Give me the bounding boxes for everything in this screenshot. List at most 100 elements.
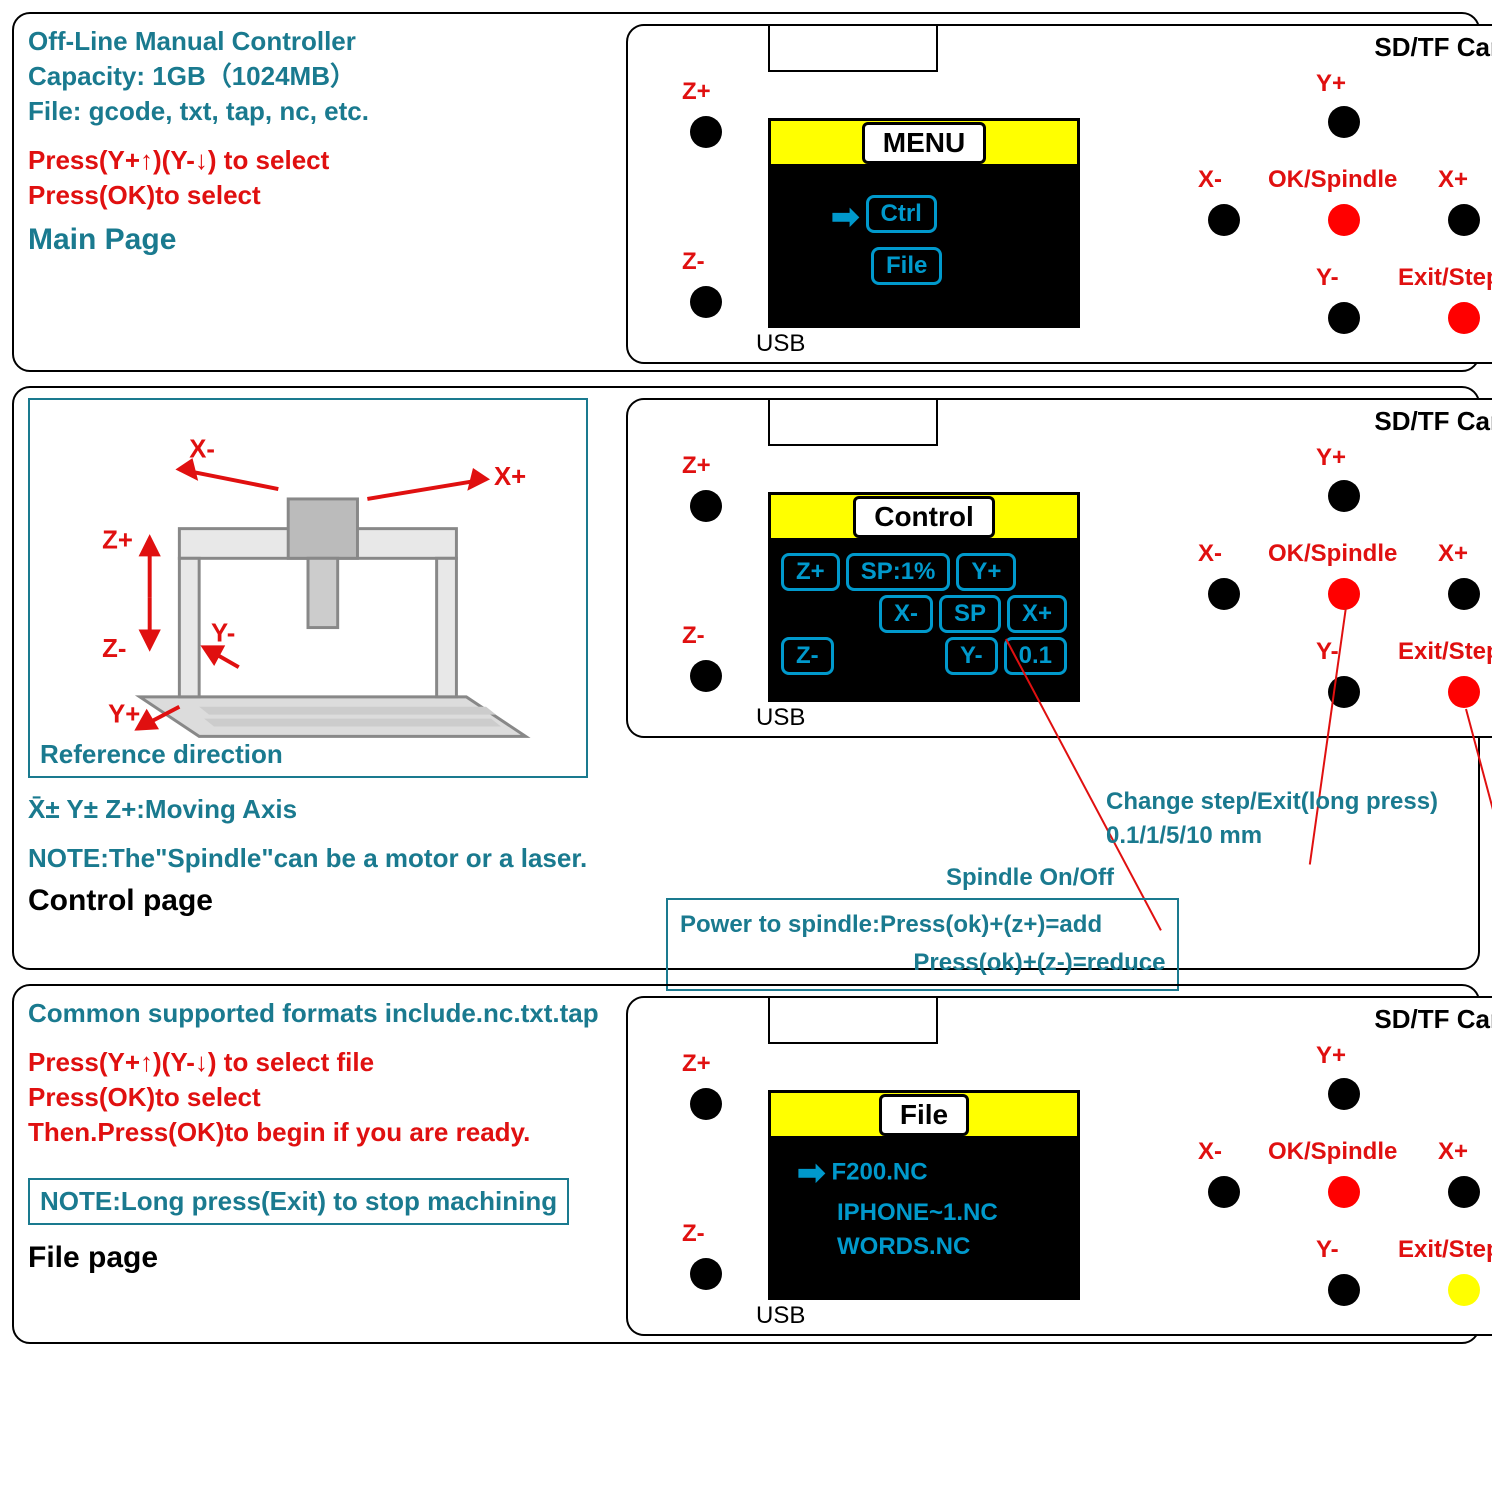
info-line: File: gcode, txt, tap, nc, etc. <box>28 94 608 129</box>
info-line: Capacity: 1GB（1024MB） <box>28 59 608 94</box>
anno-step: Change step/Exit(long press) <box>1106 788 1438 816</box>
svg-text:Y-: Y- <box>211 619 235 647</box>
controller-file: SD/TF Card USB File ➡F200.NC IPHONE~1.NC W… <box>626 996 1492 1336</box>
cnc-machine-illustration: X- X+ Z+ Z- Y- Y+ <box>30 400 586 776</box>
ok-button[interactable] <box>1328 578 1360 610</box>
usb-label: USB <box>756 1302 805 1330</box>
svg-text:X+: X+ <box>494 463 526 491</box>
lcd-title-text: MENU <box>862 122 986 164</box>
ctrl-cell[interactable]: SP <box>939 595 1001 633</box>
x-plus-label: X+ <box>1438 166 1468 194</box>
ok-button[interactable] <box>1328 204 1360 236</box>
info-line: Then.Press(OK)to begin if you are ready. <box>28 1115 608 1150</box>
exit-button[interactable] <box>1448 1274 1480 1306</box>
lcd-title-text: File <box>879 1094 969 1136</box>
sd-card-label: SD/TF Card <box>1374 1004 1492 1035</box>
info-line <box>28 129 608 143</box>
ctrl-cell[interactable]: Z- <box>781 637 834 675</box>
ctrl-cell[interactable]: Y- <box>945 637 998 675</box>
svg-text:Y+: Y+ <box>108 701 140 729</box>
y-minus-label: Y- <box>1316 638 1339 666</box>
sd-card-label: SD/TF Card <box>1374 32 1492 63</box>
main-page-info: Off-Line Manual ControllerCapacity: 1GB（… <box>28 24 608 257</box>
x-plus-label: X+ <box>1438 540 1468 568</box>
z-minus-button[interactable] <box>690 660 722 692</box>
file-page-info: Common supported formats include.nc.txt.… <box>28 996 608 1275</box>
y-minus-button[interactable] <box>1328 1274 1360 1306</box>
z-plus-button[interactable] <box>690 116 722 148</box>
y-plus-button[interactable] <box>1328 480 1360 512</box>
lcd-title-bar: Control <box>771 495 1077 541</box>
y-minus-label: Y- <box>1316 264 1339 292</box>
svg-text:Z+: Z+ <box>102 526 133 554</box>
file-item[interactable]: IPHONE~1.NC <box>797 1199 1067 1227</box>
z-minus-button[interactable] <box>690 286 722 318</box>
ctrl-cell[interactable]: Y+ <box>956 553 1016 591</box>
y-plus-label: Y+ <box>1316 1042 1346 1070</box>
x-plus-button[interactable] <box>1448 578 1480 610</box>
main-page-title: Main Page <box>28 223 608 257</box>
info-line <box>28 1031 608 1045</box>
exit-label: Exit/Step <box>1398 638 1492 666</box>
usb-label: USB <box>756 330 805 358</box>
y-plus-button[interactable] <box>1328 106 1360 138</box>
sd-card-label: SD/TF Card <box>1374 406 1492 437</box>
control-page-title: Control page <box>28 884 608 918</box>
lcd-control: Control Z+SP:1%Y+X-SPX+Z-Y-0.1 <box>768 492 1080 702</box>
file-page-panel: Common supported formats include.nc.txt.… <box>12 984 1480 1344</box>
info-line: Press(OK)to select <box>28 178 608 213</box>
z-minus-label: Z- <box>682 248 705 276</box>
ok-button[interactable] <box>1328 1176 1360 1208</box>
x-minus-button[interactable] <box>1208 1176 1240 1208</box>
file-page-note-box: NOTE:Long press(Exit) to stop machining <box>28 1178 569 1225</box>
z-plus-label: Z+ <box>682 452 711 480</box>
x-plus-button[interactable] <box>1448 1176 1480 1208</box>
z-plus-button[interactable] <box>690 490 722 522</box>
lcd-main: MENU ➡Ctrl File <box>768 118 1080 328</box>
selection-arrow-icon: ➡ <box>797 1153 826 1193</box>
ctrl-cell[interactable]: SP:1% <box>846 553 951 591</box>
x-plus-button[interactable] <box>1448 204 1480 236</box>
z-minus-button[interactable] <box>690 1258 722 1290</box>
y-plus-label: Y+ <box>1316 70 1346 98</box>
ctrl-cell[interactable]: X- <box>879 595 933 633</box>
reference-direction-caption: Reference direction <box>40 739 283 770</box>
controller-main: SD/TF Card USB MENU ➡CtrlFile Z+Z-Y+X-OK… <box>626 24 1492 364</box>
x-minus-label: X- <box>1198 166 1222 194</box>
ctrl-cell[interactable]: X+ <box>1007 595 1067 633</box>
ok-label: OK/Spindle <box>1268 1138 1397 1166</box>
lcd-title-bar: MENU <box>771 121 1077 167</box>
z-plus-button[interactable] <box>690 1088 722 1120</box>
svg-text:Z-: Z- <box>102 635 126 663</box>
ok-label: OK/Spindle <box>1268 540 1397 568</box>
info-line: Press(Y+↑)(Y-↓) to select <box>28 143 608 178</box>
y-minus-button[interactable] <box>1328 302 1360 334</box>
exit-label: Exit/Step <box>1398 264 1492 292</box>
x-minus-button[interactable] <box>1208 204 1240 236</box>
exit-label: Exit/Step <box>1398 1236 1492 1264</box>
control-page-left: X- X+ Z+ Z- Y- Y+ Reference direction <box>28 398 608 918</box>
sd-card-slot <box>768 996 938 1044</box>
z-minus-label: Z- <box>682 622 705 650</box>
z-plus-label: Z+ <box>682 78 711 106</box>
ctrl-cell[interactable]: Z+ <box>781 553 840 591</box>
menu-item-ctrl[interactable]: Ctrl <box>866 195 937 233</box>
file-item[interactable]: ➡F200.NC <box>797 1153 1067 1193</box>
info-line: Press(Y+↑)(Y-↓) to select file <box>28 1045 608 1080</box>
file-page-title: File page <box>28 1241 608 1275</box>
y-plus-button[interactable] <box>1328 1078 1360 1110</box>
exit-button[interactable] <box>1448 302 1480 334</box>
x-plus-label: X+ <box>1438 1138 1468 1166</box>
file-item[interactable]: WORDS.NC <box>797 1233 1067 1261</box>
y-plus-label: Y+ <box>1316 444 1346 472</box>
info-line: Press(OK)to select <box>28 1080 608 1115</box>
reference-direction-box: X- X+ Z+ Z- Y- Y+ Reference direction <box>28 398 588 778</box>
menu-item-file[interactable]: File <box>871 247 942 285</box>
selection-arrow-icon: ➡ <box>831 197 860 237</box>
x-minus-label: X- <box>1198 540 1222 568</box>
exit-button[interactable] <box>1448 676 1480 708</box>
x-minus-button[interactable] <box>1208 578 1240 610</box>
lcd-title-bar: File <box>771 1093 1077 1139</box>
lcd-title-text: Control <box>853 496 995 538</box>
x-minus-label: X- <box>1198 1138 1222 1166</box>
